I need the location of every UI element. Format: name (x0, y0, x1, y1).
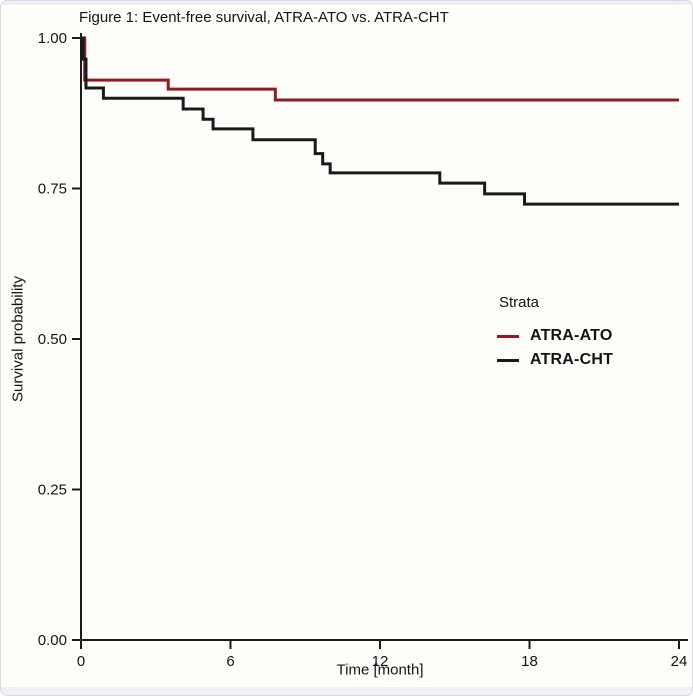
x-tick-label: 6 (226, 653, 234, 670)
y-axis-title: Survival probability (9, 276, 27, 402)
page-top-strip (1, 1, 692, 5)
y-tick-label: 1.00 (38, 30, 67, 47)
x-tick-label: 24 (671, 653, 688, 670)
x-tick-label: 18 (521, 653, 538, 670)
y-tick-label: 0.00 (38, 632, 67, 649)
x-tick-label: 0 (77, 653, 85, 670)
legend-title: Strata (499, 294, 540, 311)
y-tick-label: 0.50 (38, 331, 67, 348)
legend-item-atra-ato: ATRA-ATO (497, 324, 613, 348)
y-tick-label: 0.75 (38, 181, 67, 198)
figure-title: Figure 1: Event-free survival, ATRA-ATO … (79, 9, 449, 26)
legend-item-atra-cht: ATRA-CHT (497, 348, 613, 372)
y-tick-label: 0.25 (38, 482, 67, 499)
x-tick-label: 12 (372, 653, 389, 670)
survival-curve-atra-cht (81, 36, 679, 206)
legend-line-swatch-atra-cht (497, 358, 519, 362)
page-bottom-strip (1, 687, 692, 695)
survival-curve-atra-ato (81, 36, 679, 102)
legend: Strata ATRA-ATO ATRA-CHT (497, 294, 613, 372)
legend-item-label: ATRA-CHT (530, 351, 614, 368)
legend-item-label: ATRA-ATO (530, 327, 613, 344)
x-axis-title: Time [month] (336, 661, 424, 679)
legend-line-swatch-atra-ato (497, 334, 519, 338)
